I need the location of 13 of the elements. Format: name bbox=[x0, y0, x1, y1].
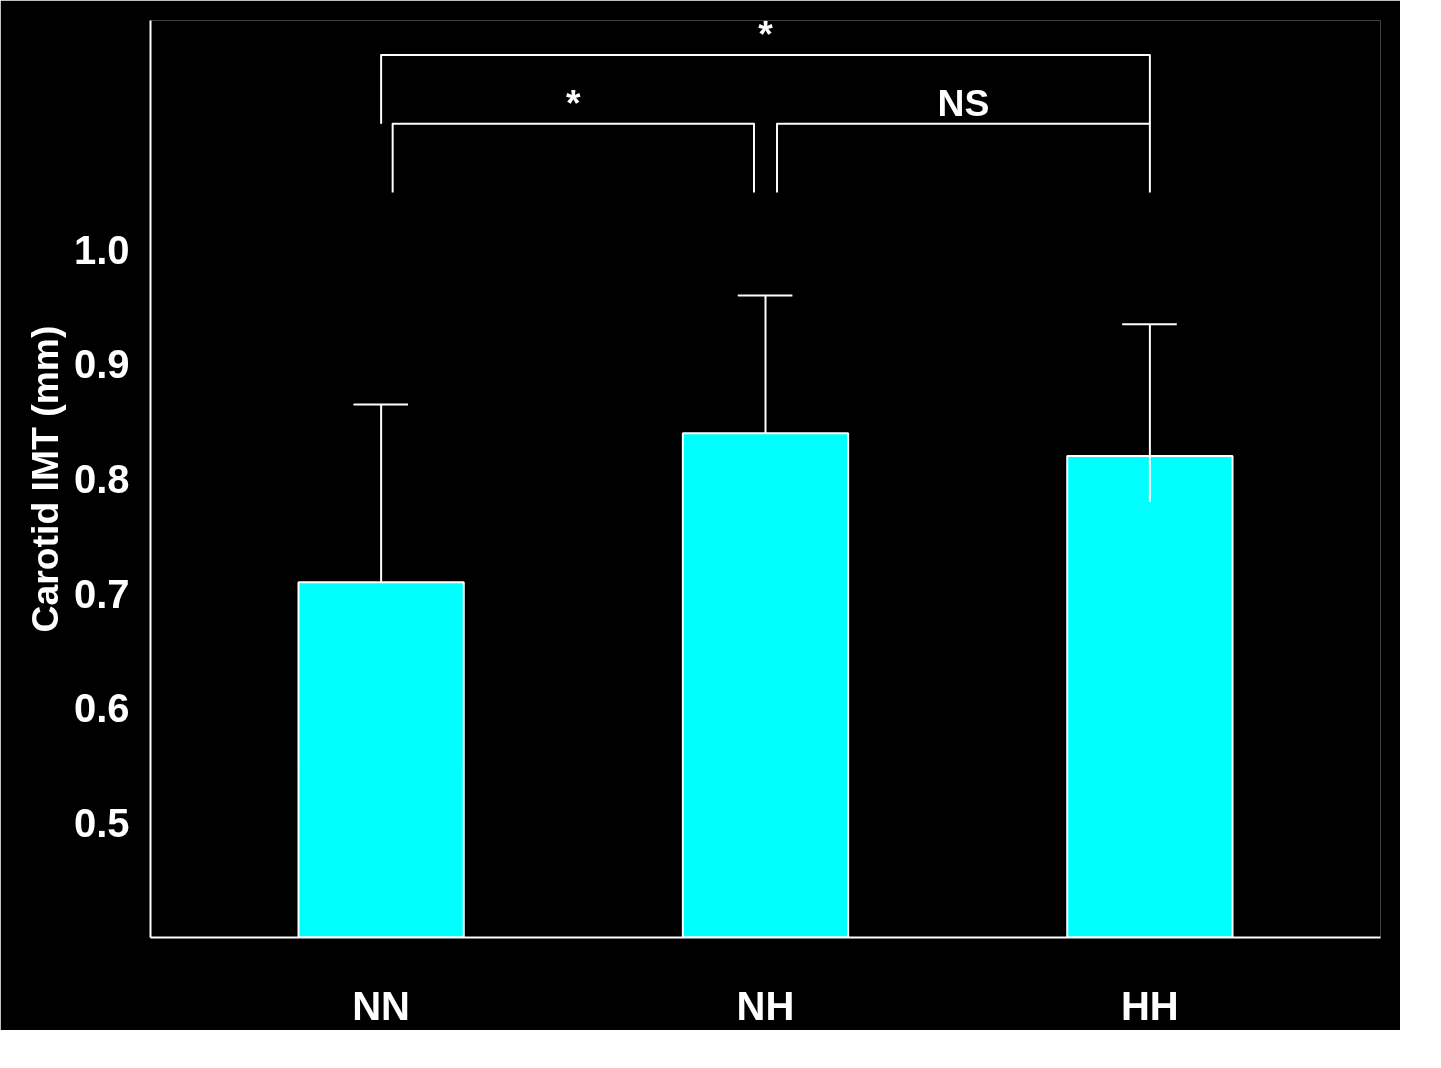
x-tick-label: NH bbox=[736, 983, 795, 1028]
annotation: NS bbox=[937, 81, 990, 124]
x-tick-label: HH bbox=[1120, 983, 1179, 1028]
annotation: * bbox=[758, 12, 774, 55]
x-tick-label: NN bbox=[352, 983, 411, 1028]
y-tick-label: 1.0 bbox=[73, 227, 130, 272]
annotation: * bbox=[566, 81, 582, 124]
y-tick-label: 0.6 bbox=[73, 686, 130, 731]
y-axis-title: Carotid IMT (mm) bbox=[23, 325, 66, 633]
y-tick-label: 0.8 bbox=[73, 457, 130, 501]
y-tick-label: 0.7 bbox=[73, 571, 130, 616]
y-tick-label: 0.9 bbox=[73, 342, 130, 387]
y-tick-label: 0.5 bbox=[73, 800, 130, 845]
